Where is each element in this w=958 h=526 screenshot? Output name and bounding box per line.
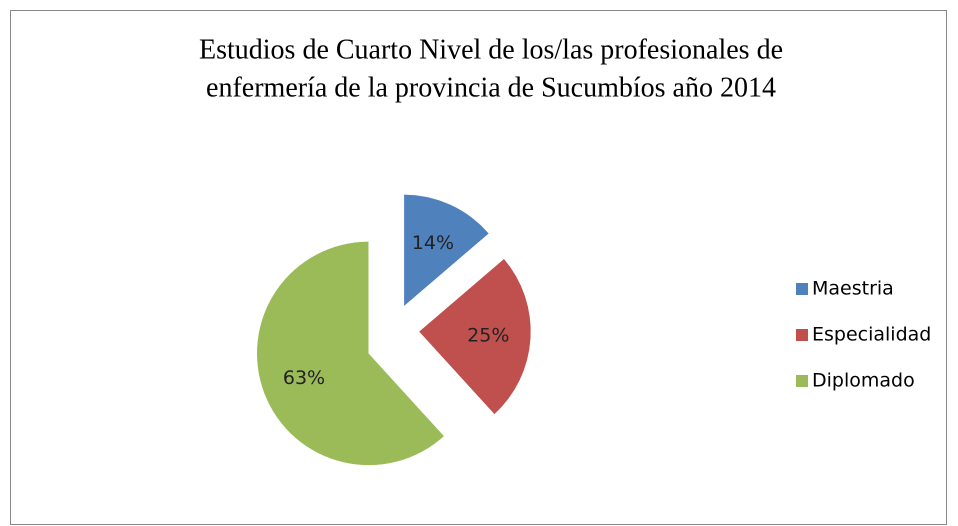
data-label: 25% [467,324,509,346]
legend-label: Maestria [812,278,894,300]
data-label: 63% [283,367,325,389]
pie-slice [256,241,445,466]
pie-slice [418,258,532,415]
pie-slice [403,194,490,307]
chart-title: Estudios de Cuarto Nivel de los/las prof… [199,34,783,65]
legend-swatch [796,283,808,295]
legend-label: Especialidad [812,324,931,346]
chart-border [10,10,947,525]
legend-swatch [796,329,808,341]
data-label: 14% [412,232,454,254]
legend-label: Diplomado [812,370,915,392]
legend-swatch [796,375,808,387]
chart-title: enfermería de la provincia de Sucumbíos … [206,72,776,103]
